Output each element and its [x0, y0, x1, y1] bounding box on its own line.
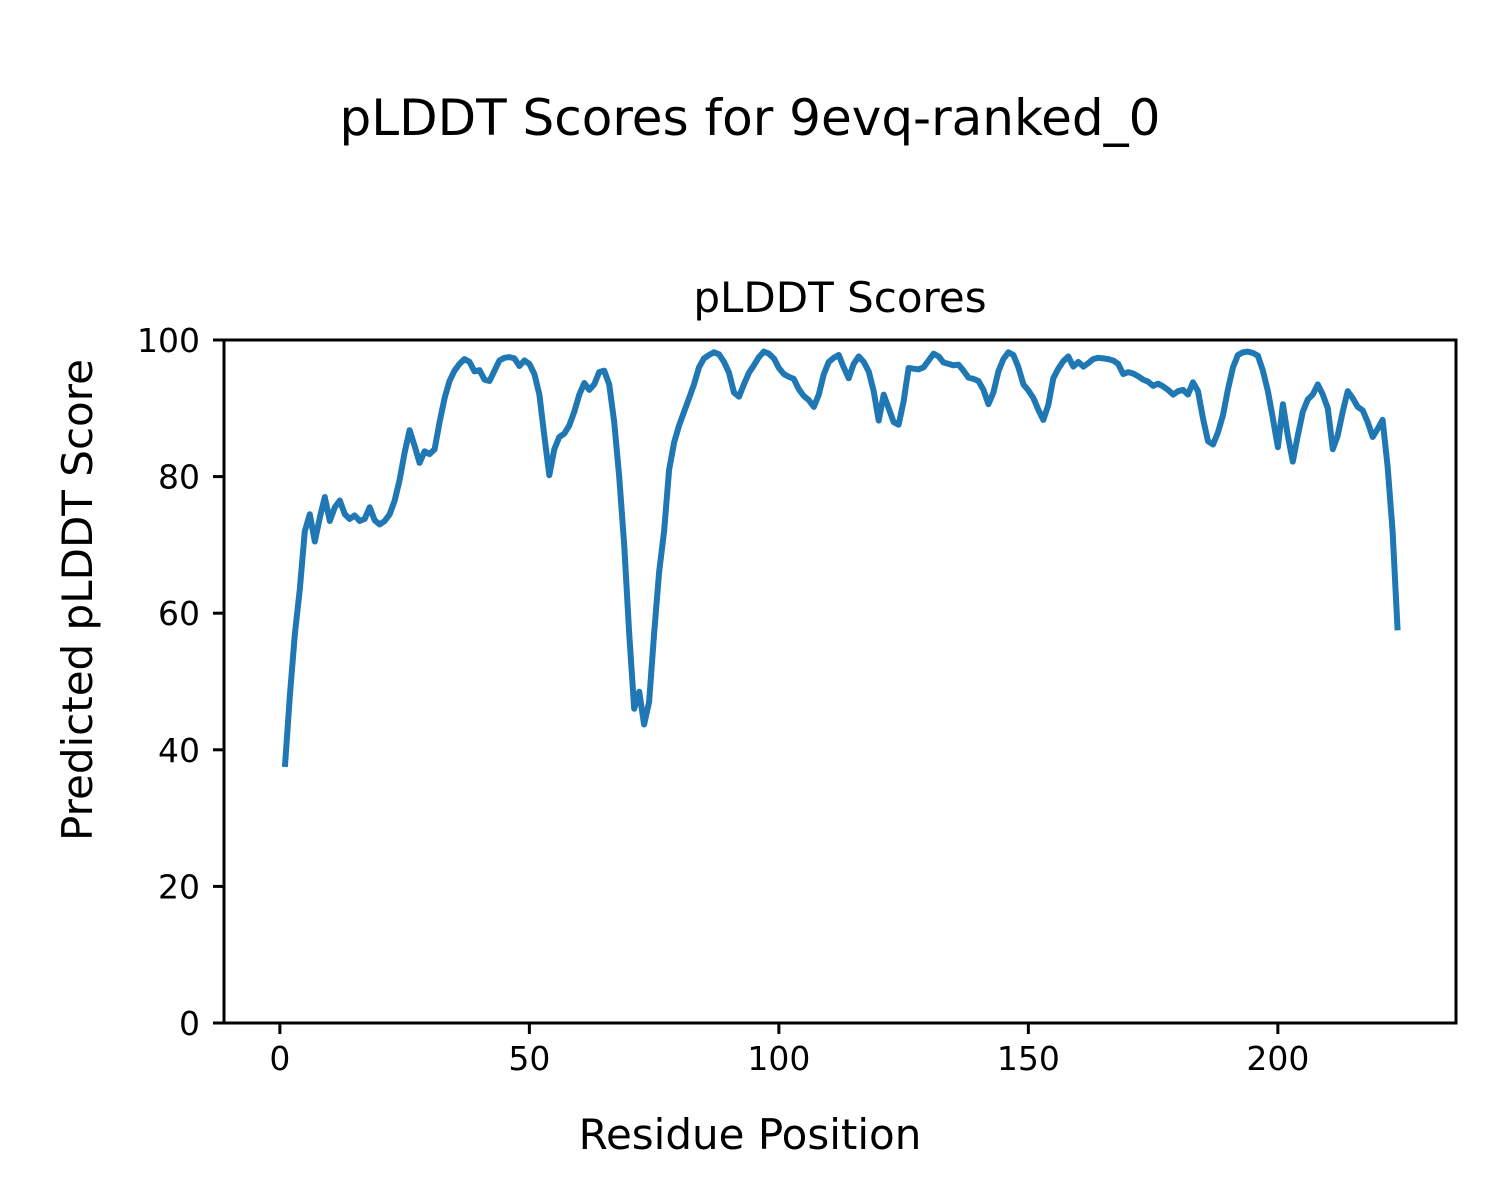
x-tick-label: 50 — [508, 1039, 550, 1078]
y-tick-label: 60 — [158, 594, 200, 633]
x-tick-label: 0 — [269, 1039, 290, 1078]
x-tick-label: 150 — [997, 1039, 1060, 1078]
x-tick-label: 100 — [747, 1039, 810, 1078]
plddt-line — [281, 348, 1401, 768]
y-tick-label: 0 — [179, 1004, 200, 1043]
axes-spines — [222, 338, 1458, 1025]
y-tick-label: 20 — [158, 867, 200, 906]
x-tick-label: 200 — [1246, 1039, 1309, 1078]
y-tick-label: 40 — [158, 731, 200, 770]
x-axis-label: Residue Position — [578, 1110, 922, 1159]
axes-title: pLDDT Scores — [693, 273, 987, 322]
figure-title: pLDDT Scores for 9evq-ranked_0 — [339, 89, 1161, 147]
y-tick-label: 100 — [137, 321, 200, 360]
y-tick-label: 80 — [158, 458, 200, 497]
